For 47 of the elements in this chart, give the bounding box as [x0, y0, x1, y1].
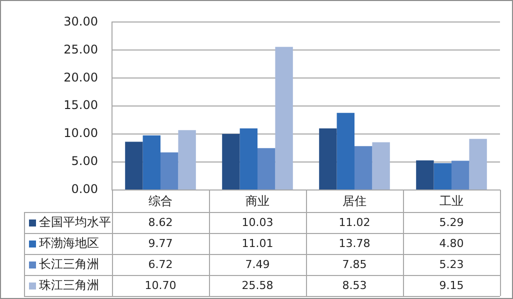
bar [125, 142, 143, 190]
data-label: 11.02 [338, 216, 370, 229]
data-label: 13.78 [338, 236, 370, 250]
bar [160, 152, 178, 190]
bar [240, 128, 258, 190]
bar [372, 142, 390, 190]
x-tick-label: 综合 [148, 194, 172, 208]
data-label: 8.62 [148, 216, 173, 229]
data-label: 7.49 [245, 258, 270, 271]
bar [469, 138, 487, 190]
data-label: 5.23 [439, 258, 464, 271]
y-tick-label: 0.00 [71, 182, 98, 196]
bar [336, 112, 354, 190]
y-tick-label: 15.00 [64, 98, 98, 112]
legend-label: 珠江三角洲 [39, 278, 99, 292]
data-label: 25.58 [242, 278, 274, 292]
x-tick-label: 商业 [246, 194, 270, 208]
bar [354, 146, 372, 190]
bar [319, 128, 337, 190]
data-label: 10.70 [144, 278, 176, 292]
data-label: 6.72 [148, 258, 173, 271]
data-label: 7.85 [342, 258, 367, 271]
bar [416, 160, 434, 190]
y-tick-label: 10.00 [64, 126, 98, 140]
y-tick-label: 30.00 [64, 14, 98, 28]
data-label: 9.77 [148, 236, 173, 250]
y-tick-label: 20.00 [64, 70, 98, 84]
data-label: 11.01 [242, 236, 274, 250]
data-label: 4.80 [439, 236, 464, 250]
bar [142, 135, 160, 190]
data-label: 9.15 [439, 278, 464, 292]
legend-label: 全国平均水平 [39, 215, 111, 230]
x-tick-label: 工业 [440, 194, 464, 208]
x-tick-label: 居住 [342, 194, 366, 208]
data-label: 5.29 [439, 216, 464, 229]
data-label: 8.53 [342, 278, 367, 292]
bar [275, 46, 293, 190]
y-tick-label: 25.00 [64, 42, 98, 56]
bar [178, 130, 196, 190]
bar [258, 148, 276, 190]
data-label: 10.03 [242, 216, 274, 229]
y-tick-label: 5.00 [71, 154, 98, 168]
bar [452, 160, 470, 190]
bar [222, 134, 240, 190]
bar [434, 163, 452, 190]
legend-label: 长江三角洲 [39, 257, 99, 272]
legend-label: 环渤海地区 [39, 236, 99, 250]
